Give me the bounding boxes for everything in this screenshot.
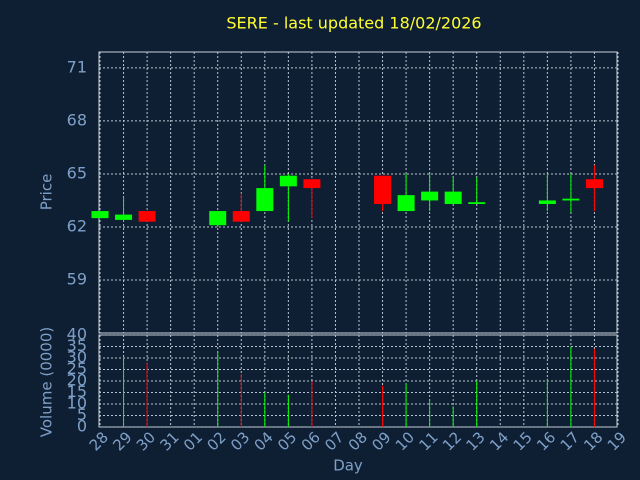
y-tick-label: 20 — [67, 371, 87, 390]
candle-body — [562, 198, 580, 201]
x-tick-label: 09 — [368, 428, 394, 454]
candle-body — [538, 200, 556, 204]
x-tick-label: 12 — [439, 428, 465, 454]
x-tick-label: 16 — [533, 428, 559, 454]
x-tick-label: 04 — [251, 428, 277, 454]
x-tick-label: 28 — [86, 428, 112, 454]
x-tick-label: 11 — [415, 428, 441, 454]
x-tick-label: 19 — [604, 428, 630, 454]
x-tick-label: 03 — [227, 428, 253, 454]
candle-body — [468, 202, 486, 204]
candle-body — [138, 211, 156, 222]
x-tick-label: 05 — [274, 428, 300, 454]
y-tick-label: 25 — [67, 359, 87, 378]
x-tick-label: 15 — [510, 428, 536, 454]
candle-body — [444, 191, 462, 204]
y-axis-label: Price — [38, 174, 56, 211]
candle-body — [209, 211, 227, 226]
y-tick-label: 5 — [77, 405, 87, 424]
y-tick-label: 68 — [67, 110, 87, 129]
y-tick-label: 65 — [67, 163, 87, 182]
y-tick-label: 40 — [67, 325, 87, 344]
y-tick-label: 10 — [67, 394, 87, 413]
candle-body — [397, 195, 415, 212]
x-tick-label: 02 — [204, 428, 230, 454]
x-tick-label: 01 — [180, 428, 206, 454]
candle-body — [256, 188, 274, 212]
x-tick-label: 30 — [133, 428, 159, 454]
x-tick-label: 06 — [298, 428, 324, 454]
y-tick-label: 71 — [67, 57, 87, 76]
candle-body — [232, 211, 250, 222]
y-tick-label: 35 — [67, 336, 87, 355]
x-tick-label: 08 — [345, 428, 371, 454]
x-axis-label: Day — [333, 457, 363, 475]
candle-body — [279, 175, 297, 187]
x-tick-label: 13 — [463, 428, 489, 454]
candle-body — [421, 191, 439, 201]
y-tick-label: 15 — [67, 382, 87, 401]
candle-body — [91, 211, 109, 219]
chart-title: SERE - last updated 18/02/2026 — [226, 14, 481, 33]
plot-frame — [98, 51, 618, 334]
x-tick-label: 07 — [321, 428, 347, 454]
candle-body — [374, 175, 392, 204]
x-tick-label: 31 — [156, 428, 182, 454]
x-tick-label: 17 — [557, 428, 583, 454]
x-tick-label: 29 — [109, 428, 135, 454]
y-tick-label: 30 — [67, 348, 87, 367]
candle-body — [585, 179, 603, 189]
candle-body — [303, 179, 321, 189]
y-axis-label: Volume (0000) — [38, 327, 56, 437]
candle-body — [115, 214, 133, 220]
y-tick-label: 59 — [67, 269, 87, 288]
y-tick-label: 0 — [77, 417, 87, 436]
x-tick-label: 18 — [580, 428, 606, 454]
x-tick-label: 14 — [486, 428, 512, 454]
y-tick-label: 62 — [67, 216, 87, 235]
x-tick-label: 10 — [392, 428, 418, 454]
